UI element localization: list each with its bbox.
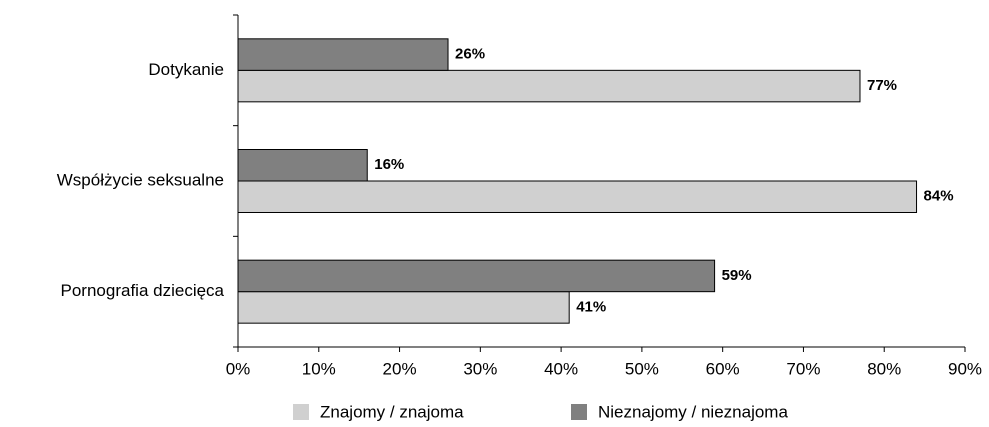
y-tick-label: Dotykanie (148, 60, 224, 79)
x-tick-label: 50% (625, 359, 659, 378)
x-tick-label: 60% (706, 359, 740, 378)
bar (237, 291, 570, 324)
bar (237, 259, 716, 293)
legend-swatch (571, 404, 587, 420)
x-tick-label: 20% (383, 359, 417, 378)
legend-swatch (293, 404, 309, 420)
x-tick-label: 80% (867, 359, 901, 378)
x-tick-label: 30% (463, 359, 497, 378)
y-tick-label: Współżycie seksualne (57, 170, 224, 189)
value-label: 84% (924, 188, 954, 205)
x-tick-label: 10% (302, 359, 336, 378)
value-label: 26% (455, 46, 485, 63)
x-tick-label: 90% (948, 359, 982, 378)
legend-label: Nieznajomy / nieznajoma (598, 402, 788, 421)
bar (237, 69, 861, 103)
x-tick-label: 40% (544, 359, 578, 378)
bar (237, 38, 449, 71)
x-tick-label: 0% (226, 359, 251, 378)
x-tick-label: 70% (786, 359, 820, 378)
value-label: 41% (576, 298, 606, 315)
bar (237, 180, 918, 213)
value-label: 59% (722, 267, 752, 284)
y-tick-label: Pornografia dziecięca (61, 281, 225, 300)
legend-label: Znajomy / znajoma (320, 402, 464, 421)
bar (237, 149, 368, 182)
value-label: 16% (374, 156, 404, 173)
value-label: 77% (867, 77, 897, 94)
